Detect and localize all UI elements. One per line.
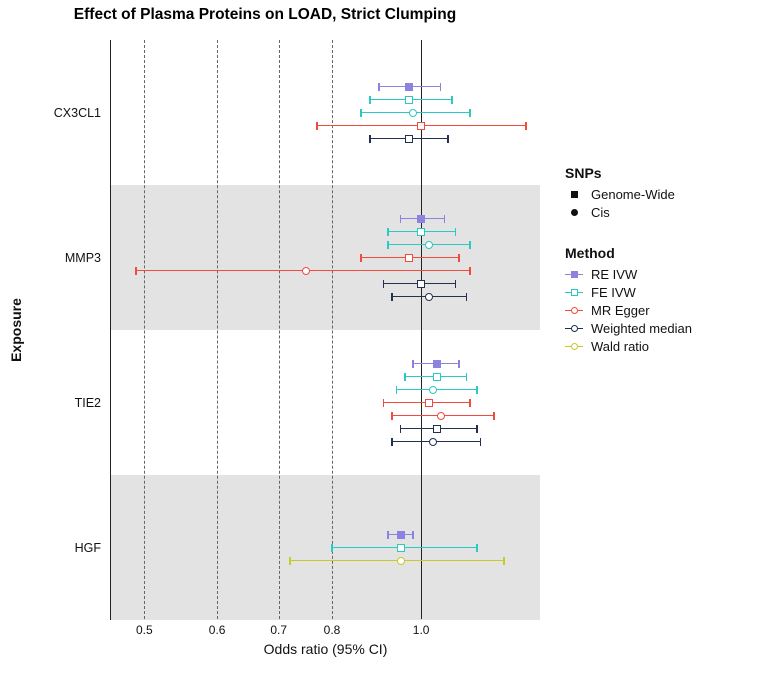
ci-cap xyxy=(391,293,393,301)
ci-cap xyxy=(289,557,291,565)
ci-cap xyxy=(469,241,471,249)
point-marker xyxy=(302,267,310,275)
ci-cap xyxy=(469,399,471,407)
gridline xyxy=(332,40,333,619)
chart-title: Effect of Plasma Proteins on LOAD, Stric… xyxy=(0,6,530,24)
point-marker xyxy=(409,109,417,117)
point-marker xyxy=(437,412,445,420)
point-marker xyxy=(397,544,405,552)
point-marker xyxy=(429,438,437,446)
ci-cap xyxy=(469,109,471,117)
legend-method-item: FE IVW xyxy=(565,285,692,300)
legend-snp-item: Cis xyxy=(565,205,692,220)
ci-cap xyxy=(447,135,449,143)
ci-cap xyxy=(476,544,478,552)
point-marker xyxy=(417,122,425,130)
x-tick-label: 1.0 xyxy=(413,623,430,637)
ci-cap xyxy=(412,531,414,539)
ci-cap xyxy=(412,360,414,368)
gridline xyxy=(279,40,280,619)
forest-plot: Exposure Odds ratio (95% CI) 0.50.60.70.… xyxy=(110,40,540,620)
point-marker xyxy=(417,215,425,223)
ci-cap xyxy=(400,425,402,433)
ci-cap xyxy=(503,557,505,565)
x-tick-label: 0.6 xyxy=(209,623,226,637)
gridline xyxy=(144,40,145,619)
exposure-label: HGF xyxy=(11,541,101,555)
point-marker xyxy=(405,96,413,104)
ci-cap xyxy=(455,228,457,236)
exposure-label: TIE2 xyxy=(11,396,101,410)
point-marker xyxy=(397,557,405,565)
ci-cap xyxy=(466,293,468,301)
point-marker xyxy=(405,83,413,91)
ci-cap xyxy=(451,96,453,104)
ci-cap xyxy=(369,96,371,104)
point-marker xyxy=(425,399,433,407)
ci-cap xyxy=(316,122,318,130)
point-marker xyxy=(417,280,425,288)
point-marker xyxy=(433,360,441,368)
legend-snps-title: SNPs xyxy=(565,165,692,181)
ci-cap xyxy=(135,267,137,275)
legend: SNPs Genome-Wide Cis Method RE IVW FE IVW M… xyxy=(565,165,692,357)
legend-method-item: Weighted median xyxy=(565,321,692,336)
exposure-band xyxy=(111,185,540,330)
ci-cap xyxy=(458,360,460,368)
exposure-label: CX3CL1 xyxy=(11,106,101,120)
ci-cap xyxy=(476,425,478,433)
point-marker xyxy=(405,135,413,143)
ci-cap xyxy=(404,373,406,381)
ci-cap xyxy=(400,215,402,223)
ci-cap xyxy=(458,254,460,262)
ci-cap xyxy=(360,254,362,262)
ci-cap xyxy=(383,399,385,407)
exposure-label: MMP3 xyxy=(11,251,101,265)
ci-cap xyxy=(444,215,446,223)
legend-method-item: RE IVW xyxy=(565,267,692,282)
ci-cap xyxy=(360,109,362,117)
ci-cap xyxy=(391,438,393,446)
ci-cap xyxy=(480,438,482,446)
x-tick-label: 0.7 xyxy=(270,623,287,637)
ci-cap xyxy=(331,544,333,552)
ci-cap xyxy=(396,386,398,394)
point-marker xyxy=(433,425,441,433)
ci-cap xyxy=(378,83,380,91)
point-marker xyxy=(433,373,441,381)
ci-cap xyxy=(466,373,468,381)
ci-cap xyxy=(387,228,389,236)
y-axis-label: Exposure xyxy=(8,298,24,362)
x-axis-label: Odds ratio (95% CI) xyxy=(264,641,388,657)
point-marker xyxy=(425,241,433,249)
ci-cap xyxy=(525,122,527,130)
ci-cap xyxy=(493,412,495,420)
ci-cap xyxy=(476,386,478,394)
point-marker xyxy=(405,254,413,262)
x-tick-label: 0.5 xyxy=(136,623,153,637)
ci-cap xyxy=(455,280,457,288)
ci-cap xyxy=(469,267,471,275)
legend-snp-item: Genome-Wide xyxy=(565,187,692,202)
ci-cap xyxy=(369,135,371,143)
x-tick-label: 0.8 xyxy=(324,623,341,637)
legend-method-item: Wald ratio xyxy=(565,339,692,354)
ci-cap xyxy=(387,241,389,249)
ci-cap xyxy=(440,83,442,91)
point-marker xyxy=(417,228,425,236)
legend-method-title: Method xyxy=(565,245,692,261)
point-marker xyxy=(397,531,405,539)
point-marker xyxy=(429,386,437,394)
ci-cap xyxy=(391,412,393,420)
legend-method-item: MR Egger xyxy=(565,303,692,318)
ci-cap xyxy=(387,531,389,539)
point-marker xyxy=(425,293,433,301)
gridline xyxy=(217,40,218,619)
ci-cap xyxy=(383,280,385,288)
